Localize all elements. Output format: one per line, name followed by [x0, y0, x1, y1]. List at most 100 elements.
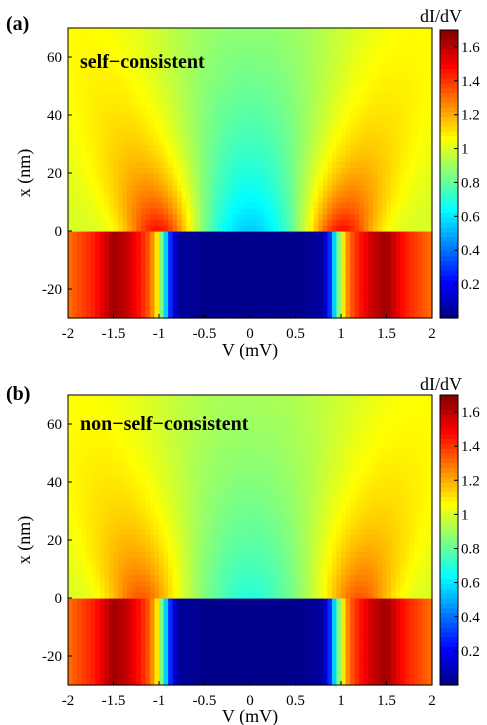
heatmap-cell — [195, 265, 201, 273]
heatmap-cell — [154, 167, 160, 174]
heatmap-cell — [113, 429, 119, 437]
heatmap-cell — [145, 120, 151, 128]
heatmap-cell — [86, 97, 92, 104]
heatmap-cell — [259, 68, 265, 75]
heatmap-cell — [159, 161, 165, 168]
heatmap-cell — [336, 80, 342, 87]
heatmap-cell — [90, 487, 96, 495]
heatmap-cell — [136, 236, 142, 244]
heatmap-cell — [190, 213, 196, 220]
heatmap-cell — [209, 167, 215, 174]
heatmap-cell — [127, 97, 133, 104]
heatmap-cell — [186, 155, 192, 162]
heatmap-cell — [104, 120, 110, 128]
heatmap-cell — [81, 580, 87, 587]
heatmap-cell — [363, 28, 369, 35]
heatmap-cell — [391, 57, 397, 64]
heatmap-cell — [277, 190, 283, 197]
heatmap-cell — [418, 103, 424, 110]
heatmap-cell — [108, 126, 115, 133]
heatmap-cell — [222, 202, 228, 209]
heatmap-cell — [90, 294, 96, 302]
heatmap-cell — [290, 254, 297, 261]
heatmap-cell — [154, 120, 160, 128]
heatmap-cell — [68, 441, 74, 448]
heatmap-cell — [72, 464, 78, 471]
heatmap-cell — [118, 673, 124, 680]
heatmap-cell — [131, 569, 137, 576]
heatmap-cell — [341, 213, 347, 220]
heatmap-cell — [168, 219, 174, 226]
heatmap-cell — [427, 219, 433, 226]
heatmap-cell — [391, 109, 397, 116]
heatmap-cell — [427, 167, 433, 174]
heatmap-cell — [427, 248, 433, 255]
heatmap-cell — [186, 109, 192, 116]
heatmap-cell — [163, 265, 169, 273]
heatmap-cell — [222, 190, 228, 197]
heatmap-cell — [413, 202, 419, 209]
heatmap-cell — [245, 289, 251, 296]
heatmap-cell — [331, 277, 338, 284]
heatmap-cell — [245, 173, 251, 180]
heatmap-cell — [90, 225, 96, 232]
heatmap-cell — [68, 80, 74, 87]
heatmap-cell — [281, 294, 287, 302]
heatmap-cell — [68, 406, 74, 413]
heatmap-cell — [322, 167, 328, 174]
heatmap-cell — [81, 115, 87, 122]
heatmap-cell — [186, 45, 192, 52]
heatmap-cell — [81, 312, 87, 319]
heatmap-cell — [290, 109, 297, 116]
heatmap-cell — [68, 540, 74, 547]
heatmap-cell — [86, 528, 92, 535]
heatmap-cell — [418, 236, 424, 244]
heatmap-cell — [409, 254, 415, 261]
heatmap-cell — [104, 505, 110, 512]
heatmap-cell — [381, 300, 388, 307]
heatmap-cell — [99, 644, 105, 651]
heatmap-cell — [95, 202, 101, 209]
heatmap-cell — [395, 138, 401, 145]
heatmap-cell — [327, 97, 333, 104]
heatmap-cell — [118, 283, 124, 290]
heatmap-cell — [404, 260, 410, 267]
heatmap-cell — [245, 62, 251, 70]
heatmap-cell — [122, 511, 128, 518]
heatmap-cell — [272, 283, 278, 290]
heatmap-cell — [391, 178, 397, 186]
heatmap-cell — [118, 236, 124, 244]
heatmap-cell — [272, 248, 278, 255]
heatmap-cell — [427, 312, 433, 319]
heatmap-cell — [127, 603, 133, 611]
heatmap-cell — [95, 57, 101, 64]
heatmap-cell — [113, 167, 119, 174]
x-tick-label: -0.5 — [193, 326, 217, 342]
heatmap-cell — [354, 155, 360, 162]
heatmap-cell — [81, 656, 87, 663]
heatmap-cell — [72, 563, 78, 570]
heatmap-cell — [90, 254, 96, 261]
heatmap-cell — [222, 126, 228, 133]
heatmap-cell — [286, 196, 292, 203]
heatmap-cell — [295, 231, 301, 238]
heatmap-cell — [81, 458, 87, 466]
heatmap-cell — [172, 178, 178, 186]
heatmap-cell — [331, 190, 338, 197]
heatmap-cell — [377, 265, 383, 273]
heatmap-cell — [413, 236, 419, 244]
heatmap-cell — [168, 196, 174, 203]
heatmap-cell — [81, 406, 87, 413]
heatmap-cell — [236, 103, 242, 110]
heatmap-cell — [68, 242, 74, 249]
heatmap-cell — [81, 621, 87, 628]
heatmap-cell — [418, 109, 424, 116]
heatmap-cell — [318, 33, 324, 41]
heatmap-cell — [72, 545, 78, 553]
heatmap-cell — [122, 178, 128, 186]
heatmap-cell — [81, 470, 87, 477]
heatmap-cell — [136, 395, 142, 402]
heatmap-cell — [136, 202, 142, 209]
heatmap-cell — [395, 103, 401, 110]
heatmap-cell — [136, 167, 142, 174]
